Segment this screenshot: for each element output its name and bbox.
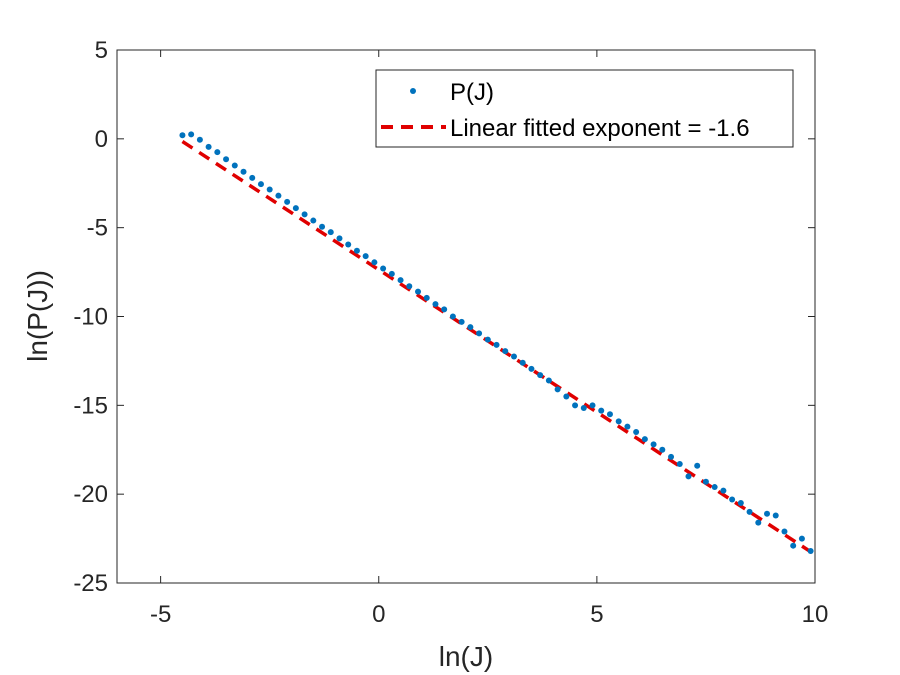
data-point (781, 528, 788, 535)
y-tick-label: 5 (95, 37, 108, 64)
data-point (214, 149, 221, 156)
data-point (685, 473, 692, 480)
data-point (362, 253, 369, 260)
data-point (694, 462, 701, 469)
data-points-series (179, 131, 814, 555)
data-point (301, 211, 308, 218)
data-point (275, 192, 282, 199)
y-tick-label: -25 (73, 570, 108, 597)
data-point (353, 247, 360, 254)
data-point (292, 205, 299, 212)
data-point (397, 277, 404, 284)
data-point (467, 324, 474, 331)
y-tick-label: -10 (73, 304, 108, 331)
data-point (580, 404, 587, 411)
data-point (257, 181, 264, 188)
data-point (345, 241, 352, 248)
data-point (493, 341, 500, 348)
fit-series (181, 140, 816, 557)
x-axis-ticks: -5 0 5 10 (150, 50, 828, 628)
data-point (484, 336, 491, 343)
data-point (423, 294, 430, 301)
data-point (790, 542, 797, 549)
data-point (380, 265, 387, 272)
data-point (441, 306, 448, 313)
data-point (266, 186, 273, 193)
data-point (223, 156, 230, 163)
legend-dot-marker (410, 88, 416, 94)
data-point (650, 441, 657, 448)
data-point (476, 330, 483, 337)
y-tick-label: -5 (87, 215, 108, 242)
data-point (598, 407, 605, 414)
data-point (188, 131, 195, 138)
data-point (371, 259, 378, 266)
data-point (772, 512, 779, 519)
data-point (615, 418, 622, 425)
data-point (633, 428, 640, 435)
y-tick-label: -20 (73, 481, 108, 508)
data-point (572, 402, 579, 409)
y-tick-label: 0 (95, 126, 108, 153)
data-point (720, 487, 727, 494)
x-tick-label: 10 (802, 601, 829, 628)
data-point (554, 386, 561, 393)
data-point (737, 500, 744, 507)
data-point (537, 372, 544, 379)
data-point (729, 496, 736, 503)
data-point (231, 162, 238, 169)
data-point (641, 436, 648, 443)
data-point (310, 217, 317, 224)
y-axis-ticks: 5 0 -5 -10 -15 -20 -25 (73, 37, 815, 597)
data-point (676, 460, 683, 467)
data-point (284, 198, 291, 205)
data-point (449, 313, 456, 320)
data-point (196, 136, 203, 143)
data-point (668, 453, 675, 460)
data-point (205, 143, 212, 150)
data-point (798, 535, 805, 542)
legend-label-fit: Linear fitted exponent = -1.6 (450, 115, 750, 142)
data-point (624, 423, 631, 430)
data-point (807, 548, 814, 555)
x-tick-label: 5 (590, 601, 603, 628)
legend: P(J) Linear fitted exponent = -1.6 (375, 69, 794, 148)
fit-line (181, 140, 816, 557)
data-point (519, 359, 526, 366)
data-point (240, 168, 247, 175)
x-tick-label: -5 (150, 601, 171, 628)
data-point (510, 353, 517, 360)
data-point (563, 393, 570, 400)
x-tick-label: 0 (372, 601, 385, 628)
y-axis-label: ln(P(J)) (22, 270, 53, 362)
data-point (415, 288, 422, 295)
data-point (327, 229, 334, 236)
data-point (764, 510, 771, 517)
data-point (755, 519, 762, 526)
y-tick-label: -15 (73, 392, 108, 419)
data-point (746, 508, 753, 515)
data-point (502, 348, 509, 355)
data-point (711, 484, 718, 491)
data-point (319, 223, 326, 230)
legend-label-points: P(J) (450, 79, 494, 106)
data-point (659, 446, 666, 453)
data-point (388, 270, 395, 277)
data-point (458, 318, 465, 325)
data-point (179, 132, 186, 139)
data-point (702, 478, 709, 485)
data-point (606, 411, 613, 418)
data-point (528, 365, 535, 372)
legend-box (375, 69, 794, 148)
data-point (432, 301, 439, 308)
data-point (589, 402, 596, 409)
data-point (249, 174, 256, 181)
data-point (545, 377, 552, 384)
data-point (336, 235, 343, 242)
data-point (406, 283, 413, 290)
x-axis-label: ln(J) (439, 641, 493, 672)
